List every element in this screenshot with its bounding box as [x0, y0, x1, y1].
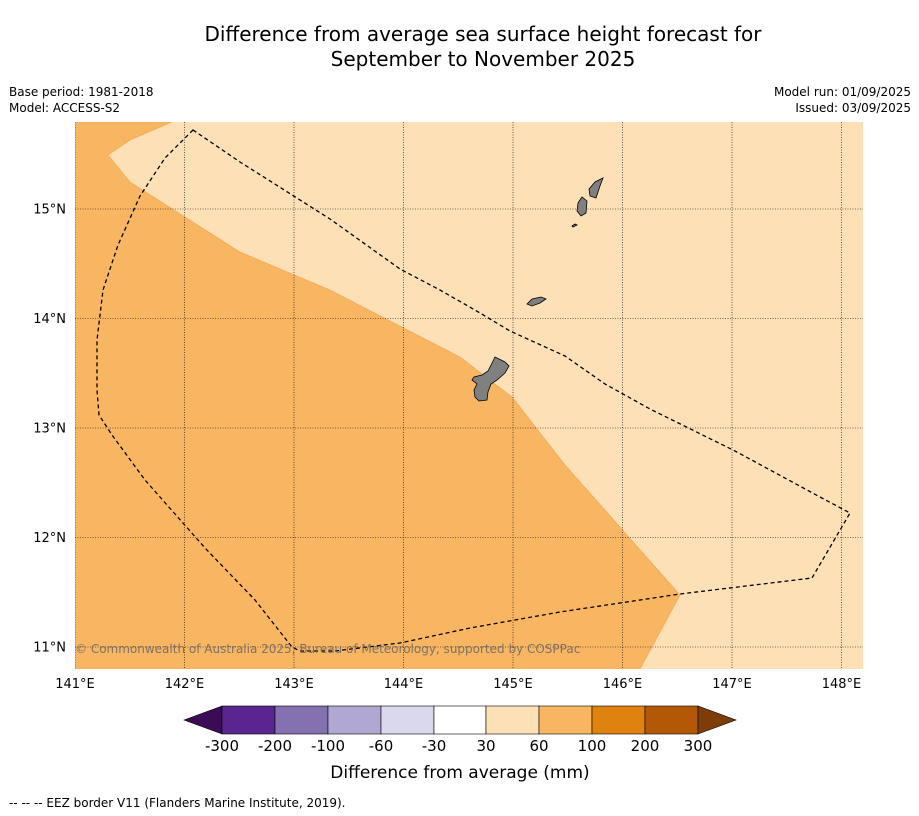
colorbar-label: Difference from average (mm) — [330, 763, 589, 783]
lat-label-14: 14°N — [33, 312, 66, 327]
anomaly-band-60-100 — [75, 122, 681, 669]
colorbar-tick-label: -60 — [369, 737, 394, 755]
colorbar-tick-label: -100 — [311, 737, 345, 755]
lon-label-143: 143°E — [274, 677, 314, 692]
colorbar-tick-label: 60 — [529, 737, 548, 755]
lon-label-148: 148°E — [822, 677, 862, 692]
colorbar-tick-label: 100 — [578, 737, 607, 755]
lat-label-11: 11°N — [33, 641, 66, 656]
eez-border — [96, 129, 851, 652]
map-area: © Commonwealth of Australia 2025, Bureau… — [75, 122, 863, 669]
islands — [471, 177, 604, 402]
colorbar-segment-1 — [221, 705, 276, 735]
colorbar-extend-low — [183, 705, 223, 735]
colorbar-tick-label: -200 — [258, 737, 292, 755]
title-line-2: September to November 2025 — [330, 47, 636, 71]
colorbar-tick-label: -300 — [205, 737, 239, 755]
meta-right: Model run: 01/09/2025 Issued: 03/09/2025 — [774, 84, 911, 116]
colorbar-segment-7 — [538, 705, 593, 735]
colorbar-segment-2 — [274, 705, 329, 735]
aguijan-island — [571, 223, 578, 228]
lon-label-146: 146°E — [603, 677, 643, 692]
colorbar-tick-label: 200 — [631, 737, 660, 755]
lat-label-15: 15°N — [33, 203, 66, 218]
rota-island — [526, 296, 547, 307]
colorbar-segment-9 — [644, 705, 699, 735]
colorbar-tick-label: -30 — [422, 737, 447, 755]
colorbar-extend-high — [697, 705, 737, 735]
colorbar-segment-4 — [380, 705, 435, 735]
lon-label-142: 142°E — [165, 677, 205, 692]
lon-label-145: 145°E — [493, 677, 533, 692]
longitude-tick-labels: 141°E 142°E 143°E 144°E 145°E 146°E 147°… — [55, 677, 861, 692]
latitude-tick-labels: 15°N 14°N 13°N 12°N 11°N — [33, 203, 66, 656]
copyright-notice: © Commonwealth of Australia 2025, Bureau… — [75, 642, 580, 656]
saipan-island — [588, 177, 604, 199]
model-name: Model: ACCESS-S2 — [9, 101, 121, 115]
guam-island — [471, 356, 510, 402]
colorbar: -300 -200 -100 -60 -30 30 60 100 200 300… — [183, 705, 737, 783]
base-period: Base period: 1981-2018 — [9, 85, 154, 99]
colorbar-segment-8 — [591, 705, 646, 735]
title-line-1: Difference from average sea surface heig… — [204, 22, 762, 46]
chart-title: Difference from average sea surface heig… — [0, 22, 919, 72]
colorbar-tick-label: 300 — [684, 737, 713, 755]
meta-left: Base period: 1981-2018 Model: ACCESS-S2 — [9, 84, 154, 116]
colorbar-segment-3 — [327, 705, 382, 735]
model-run: Model run: 01/09/2025 — [773, 85, 911, 99]
gridlines — [75, 122, 863, 669]
colorbar-segment-5 — [433, 705, 487, 735]
lon-label-144: 144°E — [384, 677, 424, 692]
colorbar-ticks: -300 -200 -100 -60 -30 30 60 100 200 300 — [205, 737, 712, 755]
lon-label-147: 147°E — [712, 677, 752, 692]
lon-label-141: 141°E — [55, 677, 95, 692]
tinian-island — [576, 196, 588, 217]
lat-label-13: 13°N — [33, 422, 66, 437]
issued-date: Issued: 03/09/2025 — [795, 101, 911, 115]
colorbar-segment-6 — [485, 705, 540, 735]
eez-legend-note: -- -- -- EEZ border V11 (Flanders Marine… — [9, 796, 346, 810]
colorbar-tick-label: 30 — [476, 737, 495, 755]
lat-label-12: 12°N — [33, 531, 66, 546]
